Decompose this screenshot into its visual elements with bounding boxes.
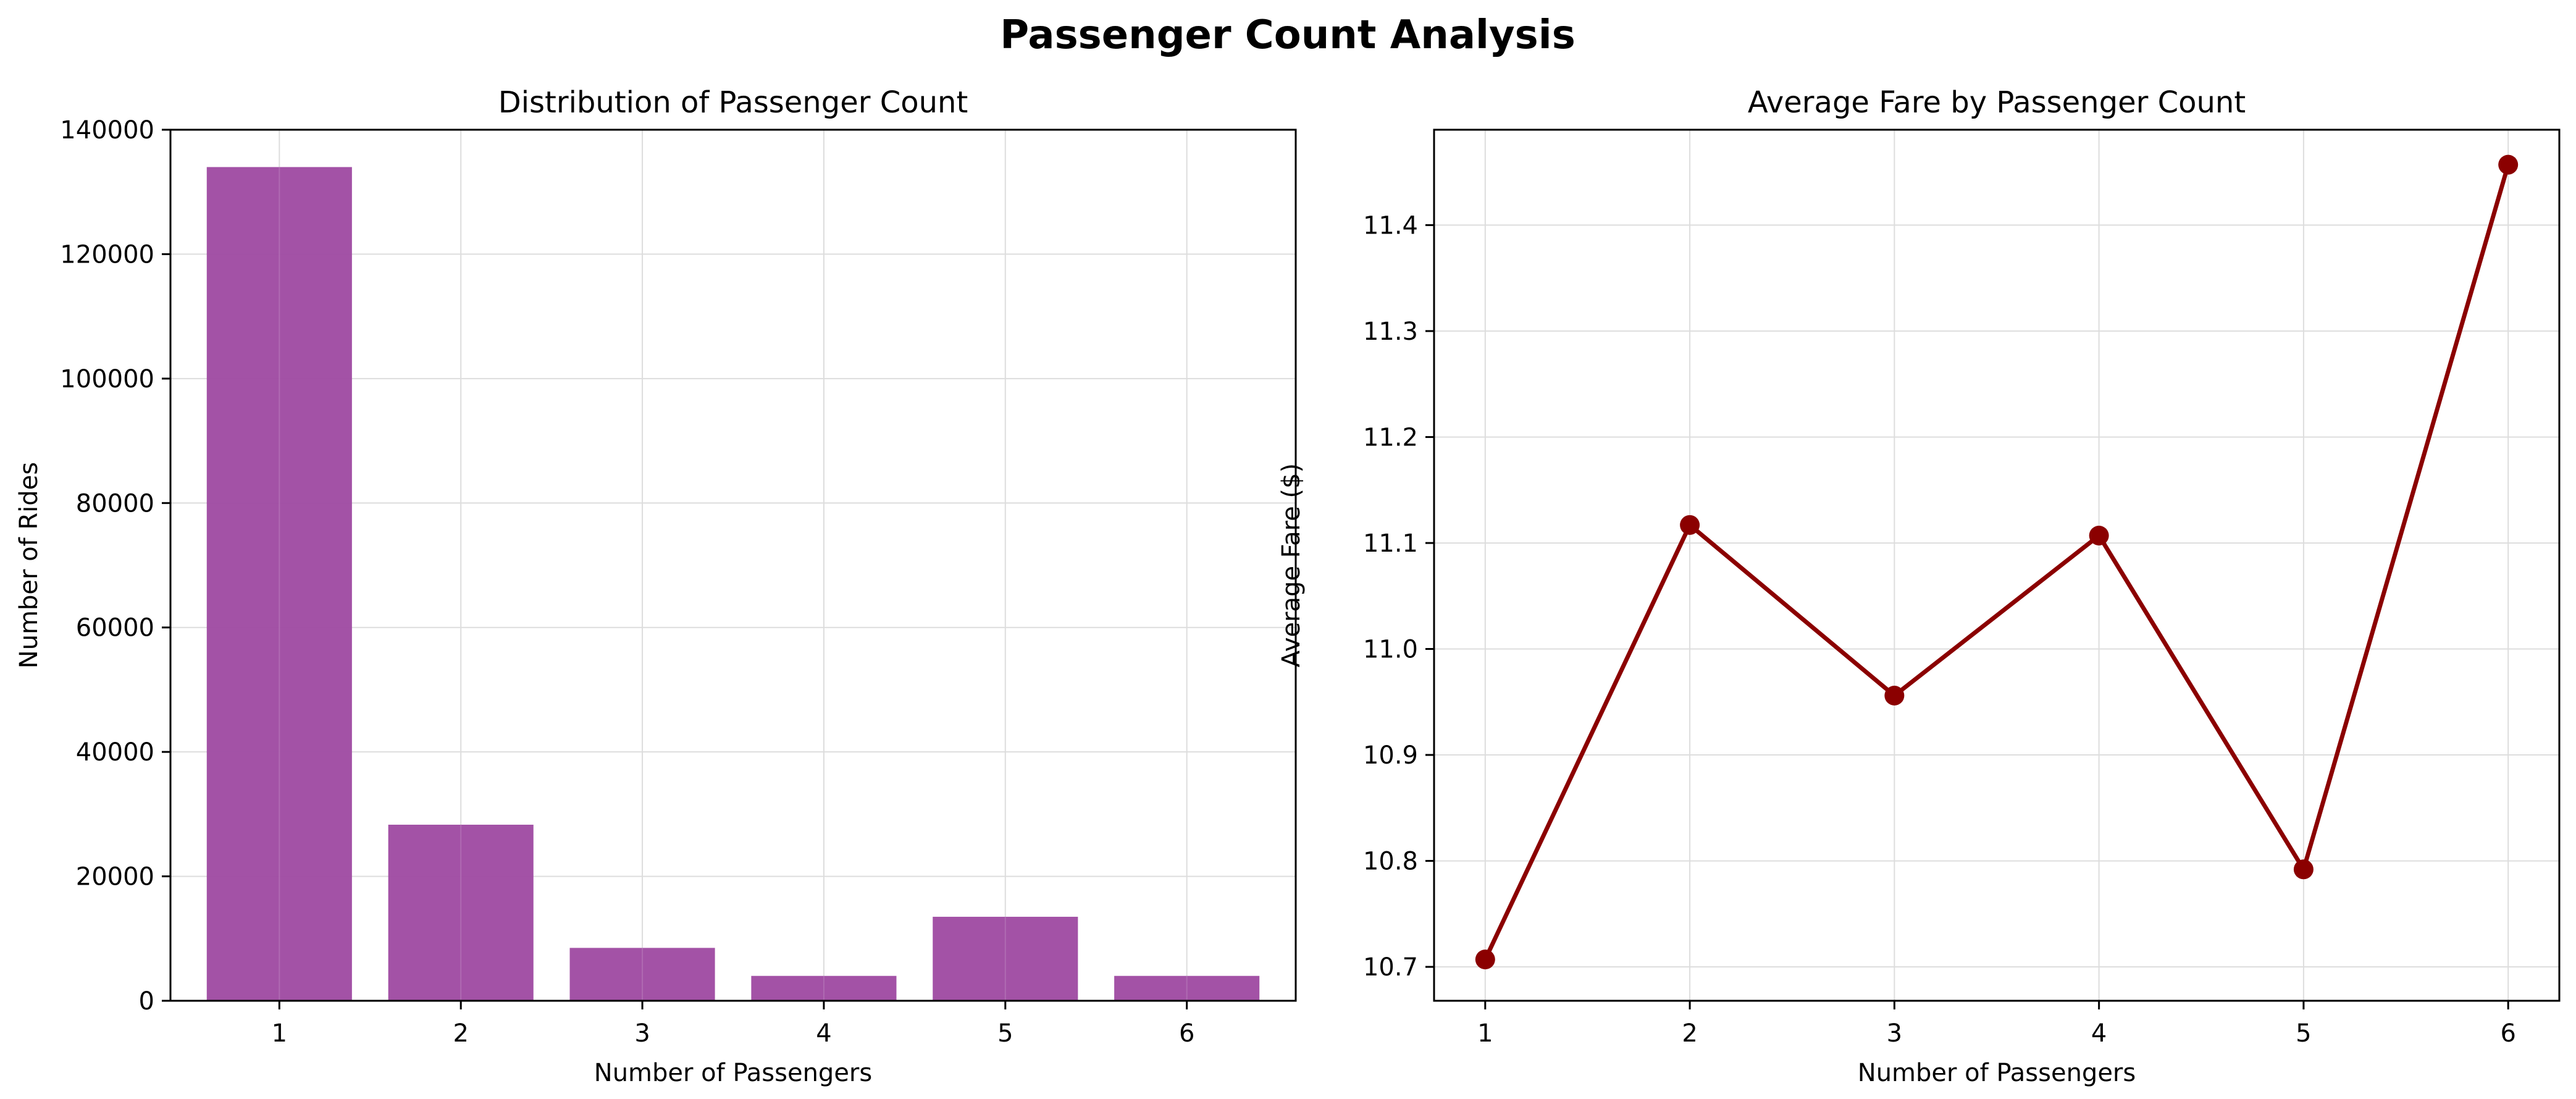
line-chart-y-tick-label: 11.4 — [1363, 211, 1418, 240]
bar-chart-title: Distribution of Passenger Count — [498, 85, 968, 120]
line-chart-x-tick-label: 1 — [1477, 1019, 1493, 1048]
bar-2 — [388, 824, 534, 1001]
bar-4 — [751, 975, 897, 1001]
line-chart-plot-area — [1434, 130, 2559, 1001]
line-chart-y-tick-label: 11.2 — [1363, 423, 1418, 452]
line-chart-x-tick-label: 5 — [2296, 1019, 2311, 1048]
line-point-6 — [2498, 154, 2519, 175]
bar-3 — [569, 948, 715, 1001]
line-point-1 — [1475, 950, 1495, 970]
bar-chart-plot-area — [170, 130, 1296, 1001]
bar-chart-y-axis-label: Number of Rides — [15, 462, 43, 668]
bar-chart-y-tick-label: 0 — [139, 987, 154, 1016]
line-chart-x-tick-label: 2 — [1682, 1019, 1697, 1048]
line-chart-axes-border — [1433, 128, 2561, 1002]
bar-chart-y-tick-label: 40000 — [76, 738, 154, 767]
line-chart-title: Average Fare by Passenger Count — [1748, 85, 2246, 120]
line-chart-x-tick-label: 6 — [2500, 1019, 2515, 1048]
bar-chart-x-tick-label: 1 — [272, 1019, 287, 1048]
line-point-4 — [2089, 525, 2109, 545]
line-point-5 — [2293, 859, 2314, 880]
bar-chart-y-tick-label: 120000 — [60, 240, 154, 269]
bar-chart-y-tick-label: 80000 — [76, 489, 154, 518]
bar-chart-x-axis-label: Number of Passengers — [594, 1059, 872, 1087]
line-point-2 — [1680, 515, 1700, 535]
bar-chart-y-tick-label: 100000 — [60, 365, 154, 394]
bar-chart-panel: Distribution of Passenger Count Number of… — [15, 85, 1297, 1087]
bar-chart-x-tick-label: 6 — [1179, 1019, 1194, 1048]
line-chart-x-tick-label: 4 — [2091, 1019, 2107, 1048]
line-chart-y-tick-label: 11.0 — [1363, 636, 1418, 664]
bar-chart-x-tick-label: 4 — [816, 1019, 831, 1048]
line-chart-y-tick-label: 10.9 — [1363, 741, 1418, 770]
line-chart-x-tick-label: 3 — [1887, 1019, 1902, 1048]
bar-chart-y-tick-label: 60000 — [76, 614, 154, 642]
line-chart-y-tick-label: 11.1 — [1363, 529, 1418, 558]
line-chart-x-axis-label: Number of Passengers — [1858, 1059, 2136, 1087]
line-chart-y-tick-label: 10.7 — [1363, 953, 1418, 982]
bar-chart-x-tick-label: 5 — [997, 1019, 1013, 1048]
line-series-average-fare — [1483, 164, 2511, 961]
bar-chart-y-tick-label: 20000 — [76, 863, 154, 891]
line-chart-y-tick-label: 10.8 — [1363, 848, 1418, 876]
bar-chart-axes-border — [169, 128, 1297, 1002]
bar-chart-x-tick-label: 3 — [634, 1019, 650, 1048]
bar-6 — [1114, 975, 1260, 1001]
figure-title: Passenger Count Analysis — [1000, 12, 1575, 58]
bar-chart-y-tick-label: 140000 — [60, 116, 154, 145]
line-chart-y-tick-label: 11.3 — [1363, 318, 1418, 346]
bar-1 — [206, 167, 352, 1001]
bar-chart-x-tick-label: 2 — [453, 1019, 468, 1048]
line-chart-y-axis-label: Average Fare ($) — [1277, 463, 1306, 667]
bar-5 — [933, 917, 1078, 1001]
line-chart-panel: Average Fare by Passenger Count Number of… — [1277, 85, 2561, 1087]
line-point-3 — [1884, 685, 1905, 705]
